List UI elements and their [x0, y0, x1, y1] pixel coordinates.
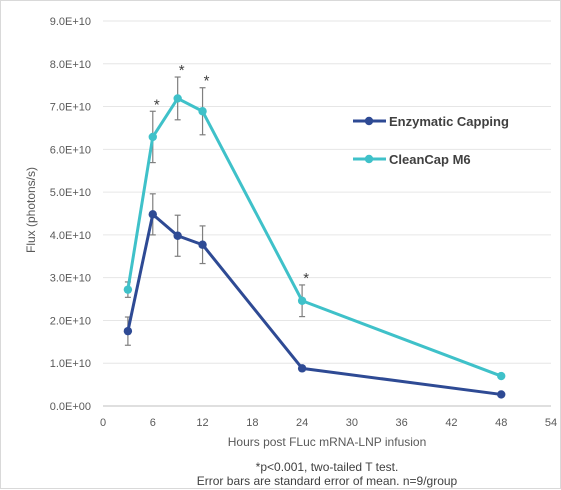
significance-star: * [204, 73, 210, 90]
legend-label: Enzymatic Capping [389, 114, 509, 129]
y-tick-label: 4.0E+10 [50, 230, 91, 242]
legend-item-enzymatic-capping: Enzymatic Capping [353, 114, 509, 129]
significance-star: * [154, 96, 160, 113]
legend-item-cleancap-m6: CleanCap M6 [353, 152, 471, 167]
y-tick-label: 0.0E+00 [50, 401, 91, 413]
significance-star: * [303, 270, 309, 287]
data-point-enzymatic-capping [198, 240, 207, 249]
legend-swatch-marker [364, 154, 374, 164]
x-tick-label: 24 [296, 417, 308, 429]
data-point-enzymatic-capping [497, 390, 506, 399]
x-tick-label: 42 [445, 417, 457, 429]
data-point-enzymatic-capping [297, 364, 307, 373]
x-tick-label: 0 [100, 417, 106, 429]
x-tick-label: 36 [396, 417, 408, 429]
x-tick-label: 48 [495, 417, 507, 429]
data-point-cleancap-m6 [198, 107, 207, 116]
series-cleancap-m6 [123, 94, 506, 381]
data-point-enzymatic-capping [173, 231, 182, 240]
gridlines [103, 20, 551, 364]
y-tick-label: 9.0E+10 [50, 16, 91, 28]
significance-markers: * * * * [154, 62, 309, 287]
legend-label: CleanCap M6 [389, 152, 471, 167]
significance-star: * [179, 62, 185, 79]
data-point-enzymatic-capping [148, 210, 157, 219]
data-point-enzymatic-capping [123, 326, 133, 336]
y-tick-label: 7.0E+10 [50, 102, 91, 114]
footnote-error-bars: Error bars are standard error of mean. n… [197, 474, 458, 488]
y-tick-labels: 0.0E+00 1.0E+10 2.0E+10 3.0E+10 4.0E+10 5.0E+… [50, 16, 91, 413]
y-tick-label: 2.0E+10 [50, 315, 91, 327]
y-tick-label: 6.0E+10 [50, 144, 91, 156]
y-tick-label: 1.0E+10 [50, 358, 91, 370]
x-tick-label: 54 [545, 417, 557, 429]
error-bars-enzymatic-capping [124, 193, 505, 397]
x-tick-label: 30 [346, 417, 358, 429]
data-point-cleancap-m6 [497, 371, 506, 381]
x-tick-label: 6 [150, 417, 156, 429]
series-layer [123, 76, 506, 399]
legend: Enzymatic Capping CleanCap M6 [353, 114, 509, 167]
data-point-cleancap-m6 [148, 132, 157, 142]
data-point-cleancap-m6 [297, 296, 307, 305]
x-tick-label: 12 [196, 417, 208, 429]
x-axis-title: Hours post FLuc mRNA-LNP infusion [228, 435, 427, 449]
x-tick-label: 18 [246, 417, 258, 429]
y-tick-label: 5.0E+10 [50, 187, 91, 199]
data-point-cleancap-m6 [123, 285, 133, 294]
y-tick-label: 3.0E+10 [50, 273, 91, 285]
x-tick-labels: 0 6 12 18 24 30 36 42 48 54 [100, 417, 557, 429]
data-point-cleancap-m6 [173, 94, 182, 103]
legend-swatch-marker [364, 116, 374, 126]
y-tick-label: 8.0E+10 [50, 59, 91, 71]
series-line-cleancap-m6 [126, 96, 502, 378]
footnote-significance: *p<0.001, two-tailed T test. [256, 460, 399, 474]
series-line-enzymatic-capping [126, 212, 502, 396]
y-axis-title: Flux (photons/s) [24, 167, 38, 253]
series-enzymatic-capping [123, 210, 506, 399]
